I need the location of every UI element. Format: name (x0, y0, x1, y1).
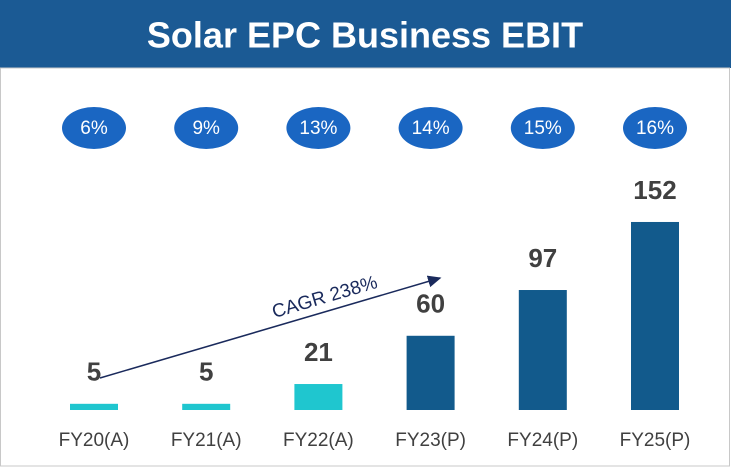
bar (406, 335, 455, 410)
margin-bubble (623, 107, 687, 149)
x-tick-label: FY20(A) (59, 430, 130, 451)
bar (294, 384, 343, 410)
value-label: 21 (304, 337, 333, 367)
margin-label: 13% (299, 118, 337, 139)
bar (182, 403, 231, 410)
margin-label: 16% (636, 118, 674, 139)
value-label: 152 (633, 175, 676, 205)
margin-bubble (398, 107, 463, 149)
margin-bubble (286, 107, 351, 149)
cagr-arrow (99, 275, 442, 379)
value-label: 5 (87, 357, 101, 387)
x-tick-label: FY24(P) (507, 430, 578, 451)
cagr-label: CAGR 238% (270, 272, 380, 323)
margin-label: 15% (524, 118, 562, 139)
bar (631, 221, 679, 410)
value-label: 97 (528, 243, 557, 273)
bar (518, 290, 567, 410)
chart-title: Solar EPC Business EBIT (147, 15, 583, 56)
margin-bubble (510, 107, 575, 149)
bar (70, 403, 118, 410)
margin-label: 6% (80, 118, 108, 139)
x-tick-label: FY22(A) (283, 430, 354, 451)
frame (0, 67, 730, 467)
x-tick-label: FY21(A) (171, 430, 242, 451)
margin-bubble (174, 107, 239, 149)
value-label: 60 (416, 289, 445, 319)
margin-bubble (62, 107, 126, 149)
x-tick-label: FY23(P) (395, 430, 466, 451)
value-label: 5 (199, 357, 213, 387)
x-tick-label: FY25(P) (620, 430, 691, 451)
margin-label: 9% (192, 118, 220, 139)
title-bar (0, 0, 731, 68)
margin-label: 14% (412, 118, 450, 139)
